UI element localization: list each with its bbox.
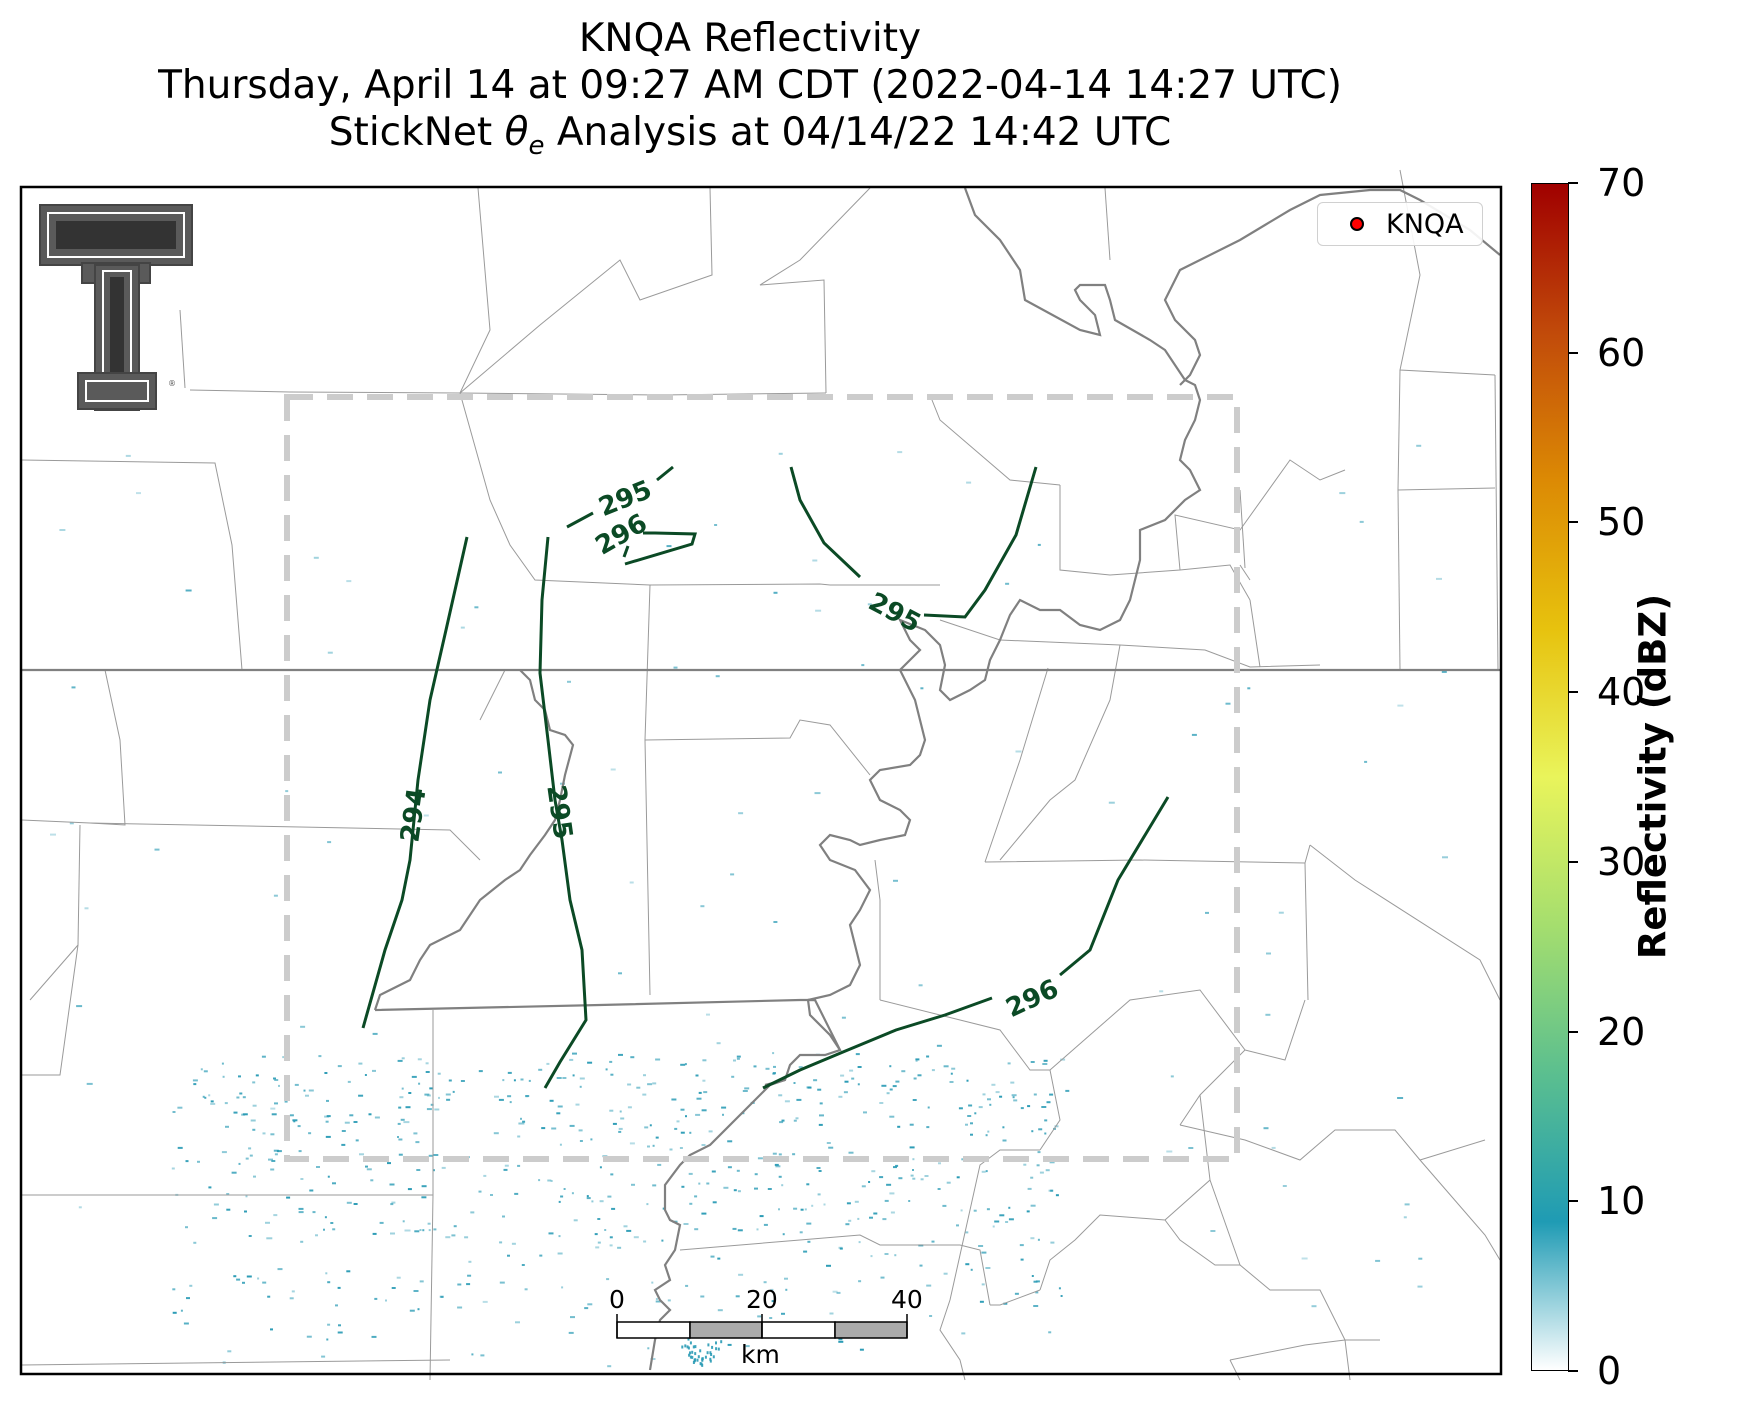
state-borders	[22, 668, 1500, 1012]
colorbar-tick-mark	[1568, 1370, 1578, 1372]
colorbar	[1531, 183, 1569, 1371]
colorbar-tick-label: 50	[1597, 500, 1646, 545]
texas-tech-double-t-logo: ®	[39, 204, 193, 411]
colorbar-tick-mark	[1568, 1030, 1578, 1033]
title-line-1: KNQA Reflectivity	[578, 16, 922, 61]
scale-tick-0: 0	[609, 1285, 625, 1314]
colorbar-tick-mark	[1568, 521, 1578, 524]
title-line-3: StickNet θe Analysis at 04/14/22 14:42 U…	[0, 110, 1500, 169]
theta-symbol: θ	[504, 110, 529, 155]
title-line-3-suffix: Analysis at 04/14/22 14:42 UTC	[544, 110, 1172, 155]
colorbar-tick-mark	[1568, 1200, 1578, 1203]
colorbar-tick-mark	[1568, 691, 1578, 694]
colorbar-tick-label: 60	[1597, 330, 1646, 375]
colorbar-tick-mark	[1568, 182, 1578, 184]
contour-label-295-east: 295	[864, 587, 926, 639]
contour-295-line-north	[566, 465, 674, 529]
colorbar-label: Reflectivity (dBZ)	[1631, 593, 1675, 960]
colorbar-tick-label: 0	[1597, 1349, 1622, 1393]
county-borders	[21, 169, 1501, 1381]
colorbar-tick-mark	[1568, 860, 1578, 863]
contour-label-295-west: 295	[540, 783, 577, 841]
scale-tick-20: 20	[746, 1285, 778, 1314]
legend: KNQA	[1317, 202, 1483, 246]
colorbar-tick-label: 30	[1597, 839, 1646, 884]
colorbar-tick-label: 70	[1597, 161, 1646, 205]
colorbar-tick-label: 20	[1597, 1009, 1646, 1054]
contour-294-line	[361, 536, 469, 1029]
title-line-3-prefix: StickNet	[328, 110, 505, 155]
map-frame	[19, 185, 1503, 1376]
theta-subscript: e	[528, 130, 545, 161]
analysis-domain-box	[284, 394, 1240, 1162]
legend-label: KNQA	[1386, 209, 1464, 240]
contour-295-line-east	[789, 466, 1038, 619]
knqa-radar-marker-icon	[1350, 217, 1364, 231]
colorbar-tick-label: 40	[1597, 670, 1646, 715]
contour-295-line-west	[538, 536, 588, 1089]
contour-296-line-south	[762, 796, 1170, 1090]
contour-label-296-south: 296	[1001, 974, 1063, 1024]
contour-296-line-north	[622, 531, 698, 566]
scale-unit: km	[741, 1340, 780, 1369]
colorbar-tick-label: 10	[1597, 1179, 1646, 1224]
theta-e-contours	[361, 465, 1170, 1090]
scale-bar	[616, 1314, 908, 1339]
svg-text:®: ®	[168, 379, 176, 388]
colorbar-tick-mark	[1568, 351, 1578, 354]
scale-tick-40: 40	[891, 1285, 923, 1314]
title-line-2: Thursday, April 14 at 09:27 AM CDT (2022…	[158, 63, 1342, 108]
contour-label-294: 294	[395, 786, 432, 844]
river-lines	[373, 187, 1501, 1371]
